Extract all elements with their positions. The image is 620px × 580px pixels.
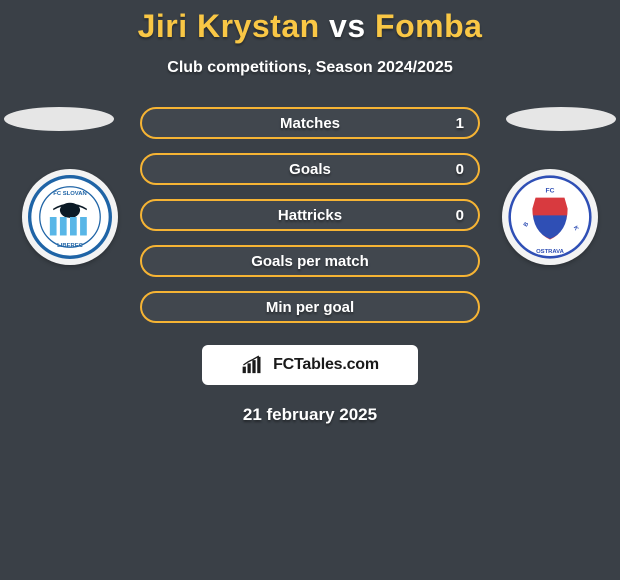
brand-label: FCTables.com <box>273 356 379 374</box>
bar-chart-icon <box>241 354 267 376</box>
player1-name: Jiri Krystan <box>138 8 320 44</box>
stat-label: Min per goal <box>266 299 354 316</box>
club1-badge: FC SLOVAN LIBEREC <box>22 169 118 265</box>
stats-table: Matches 1 Goals 0 Hattricks 0 Goals per … <box>140 107 480 323</box>
fctables-logo: FCTables.com <box>202 345 418 385</box>
player2-photo-placeholder <box>506 107 616 131</box>
stat-row: Goals per match <box>140 245 480 277</box>
stat-right-value: 0 <box>446 161 464 178</box>
stat-label: Matches <box>280 115 340 132</box>
svg-text:FC SLOVAN: FC SLOVAN <box>53 191 86 197</box>
stat-label: Hattricks <box>278 207 342 224</box>
stat-row: Min per goal <box>140 291 480 323</box>
player2-name: Fomba <box>375 8 482 44</box>
stat-label: Goals per match <box>251 253 369 270</box>
subtitle: Club competitions, Season 2024/2025 <box>0 59 620 77</box>
stat-right-value: 0 <box>446 207 464 224</box>
stat-row: Hattricks 0 <box>140 199 480 231</box>
page-title: Jiri Krystan vs Fomba <box>0 0 620 45</box>
stat-row: Matches 1 <box>140 107 480 139</box>
stat-right-value: 1 <box>446 115 464 132</box>
banik-ostrava-icon: FC OSTRAVA B K <box>508 175 592 259</box>
player1-photo-placeholder <box>4 107 114 131</box>
svg-text:FC: FC <box>546 188 555 195</box>
stat-label: Goals <box>289 161 331 178</box>
slovan-liberec-icon: FC SLOVAN LIBEREC <box>28 175 112 259</box>
vs-label: vs <box>329 8 366 44</box>
stat-row: Goals 0 <box>140 153 480 185</box>
svg-text:OSTRAVA: OSTRAVA <box>536 249 565 255</box>
club2-badge: FC OSTRAVA B K <box>502 169 598 265</box>
generated-date: 21 february 2025 <box>0 405 620 425</box>
